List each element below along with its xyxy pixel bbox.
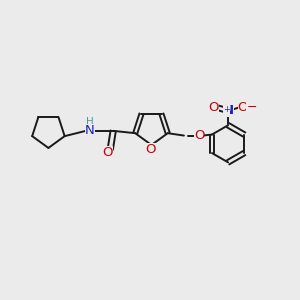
- Text: +: +: [223, 104, 230, 113]
- Text: O: O: [194, 129, 205, 142]
- Text: O: O: [238, 101, 248, 114]
- Text: O: O: [208, 101, 219, 114]
- Text: H: H: [86, 117, 94, 127]
- Text: −: −: [246, 100, 257, 113]
- Text: O: O: [102, 146, 112, 159]
- Text: O: O: [146, 143, 156, 157]
- Text: N: N: [223, 104, 234, 117]
- Text: N: N: [85, 124, 94, 137]
